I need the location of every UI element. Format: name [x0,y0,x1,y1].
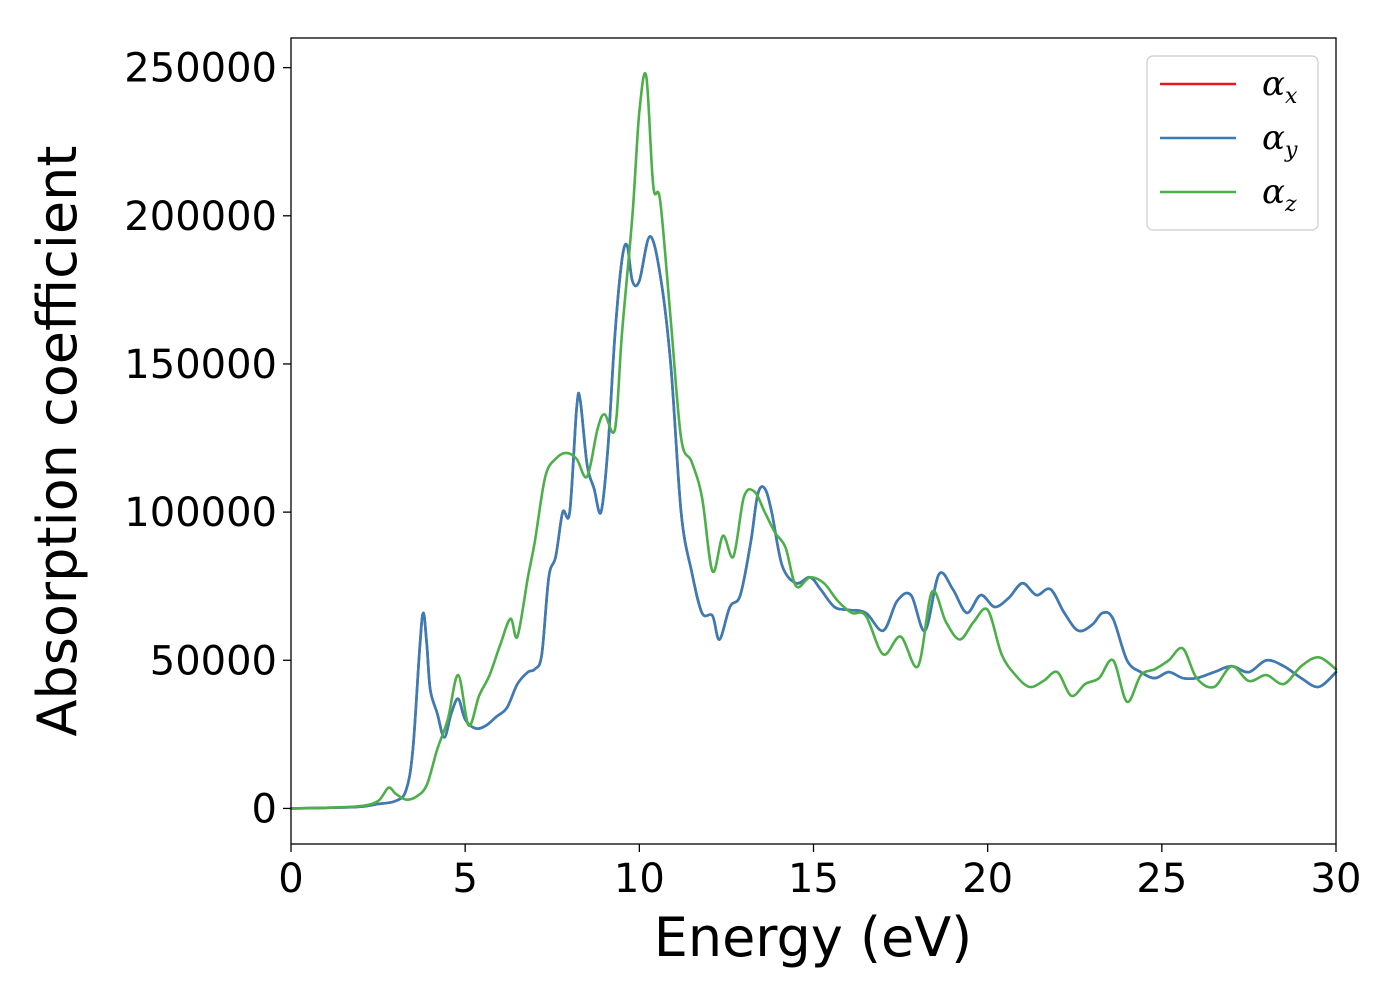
legend-label-y: αy [1262,118,1298,163]
legend-items: αx αy αz [1160,64,1298,217]
x-tick-label: 5 [452,856,477,902]
x-tick-label: 25 [1136,856,1187,902]
series-layer [289,72,1338,810]
x-tick-label: 30 [1311,856,1362,902]
y-axis-ticks: 0 50000 100000 150000 200000 250000 [124,46,291,832]
legend-label-z: αz [1262,172,1297,217]
x-axis-title: Energy (eV) [654,906,973,969]
x-tick-label: 0 [278,856,303,902]
x-tick-label: 20 [962,856,1013,902]
series-line-z [289,72,1338,810]
y-tick-label: 250000 [124,46,277,92]
y-axis-title: Absorption coefficient [26,146,89,737]
x-tick-label: 10 [614,856,665,902]
y-tick-label: 150000 [124,342,277,388]
legend: αx αy αz [1146,55,1319,231]
x-axis-ticks: 0 5 10 15 20 25 30 [278,844,1361,902]
legend-label-x: αx [1262,64,1298,109]
y-tick-label: 200000 [124,194,277,240]
x-tick-label: 15 [788,856,839,902]
y-tick-label: 0 [252,786,277,832]
legend-box [1146,55,1319,231]
y-tick-label: 100000 [124,490,277,536]
y-tick-label: 50000 [150,638,277,684]
